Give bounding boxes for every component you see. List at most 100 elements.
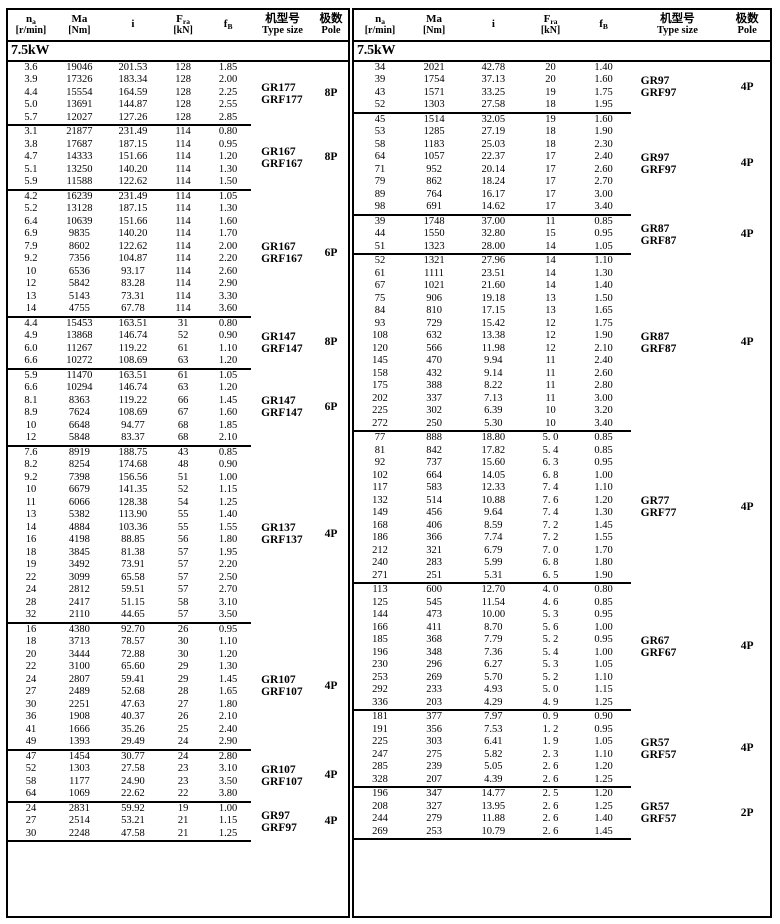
cell-service-factor: 1.10 [594, 255, 613, 267]
cell-ratio: 27.58 [462, 99, 525, 114]
cell-service-factor: 1.20 [594, 761, 613, 773]
cell-service-factor: 1.15 [218, 815, 238, 827]
cell-service-factor: 1.80 [218, 534, 238, 546]
cell-ratio: 108.69 [118, 407, 148, 419]
cell-radial-force: 128 [175, 61, 191, 73]
cell-output-speed: 39 [374, 74, 386, 86]
cell-radial-force: 7. 6 [542, 494, 559, 506]
cell-pole: 4P [324, 527, 338, 540]
cell-service-factor: 0.85 [594, 444, 613, 456]
cell-output-speed: 10 [25, 484, 37, 496]
cell-output-torque: 1111 [424, 267, 444, 279]
cell-ratio: 151.66 [118, 151, 148, 163]
table-row: 89 764 16.17 17 3.00 [354, 189, 770, 202]
type-size-label: GRF77 [640, 507, 677, 520]
cell-output-speed: 79 [374, 176, 386, 188]
cell-radial-force: 1. 2 [542, 723, 559, 735]
table-row: 12 5842 83.28 114 2.90 [8, 278, 348, 291]
table-row: 24 2812 59.51 57 2.70 [8, 584, 348, 597]
cell-output-speed: 64 [8, 788, 54, 803]
table-row: 9.2 7356 104.87 114 2.20 [8, 253, 348, 266]
cell-ratio: 128.38 [118, 496, 148, 508]
cell-radial-force: 114 [175, 228, 191, 240]
cell-output-speed: 181 [372, 711, 388, 723]
cell-output-speed: 3.1 [24, 126, 38, 138]
type-size-label: GRF57 [640, 748, 677, 761]
cell-service-factor: 1.05 [218, 369, 238, 381]
cell-output-speed: 6.0 [24, 342, 38, 354]
cell-output-speed: 4.9 [24, 330, 38, 342]
cell-output-torque: 1177 [69, 775, 90, 787]
cell-output-speed: 22 [25, 571, 37, 583]
table-row: 32 2110 44.65 57 3.50 [8, 609, 348, 624]
table-row: 108 632 13.38 12 1.90 [354, 330, 770, 343]
cell-radial-force: 2. 3 [542, 748, 559, 760]
cell-radial-force: 10 [545, 405, 556, 417]
cell-output-torque: 4884 [68, 521, 90, 533]
table-row: 18 3845 81.38 57 1.95 [8, 547, 348, 560]
header-row: na [r/min] Ma [Nm] i Fra [kN] [354, 10, 770, 42]
type-size-label: GR67 [640, 634, 670, 647]
cell-ratio: 47.63 [121, 698, 145, 710]
cell-type-size: GR97 GRF97 [251, 802, 314, 842]
cell-ratio: 20.14 [481, 163, 506, 175]
table-row: 185 368 7.79 5. 2 0.95 [354, 634, 770, 647]
table-row: 49 1393 29.49 24 2.90 [8, 736, 348, 751]
cell-output-torque: 8602 [68, 240, 90, 252]
cell-pole: 6P [324, 246, 338, 259]
cell-ratio: 7.13 [484, 392, 503, 404]
cell-output-speed: 49 [8, 736, 54, 751]
table-row: 5.9 11470 163.51 61 1.05 GR147 GRF147 6P [8, 369, 348, 419]
cell-radial-force: 19 [545, 86, 556, 98]
table-row: 14 4884 103.36 55 1.55 [8, 522, 348, 535]
cell-ratio: 44.65 [104, 609, 161, 624]
cell-radial-force: 21 [177, 815, 189, 827]
cell-output-speed: 6.4 [24, 215, 38, 227]
cell-output-speed: 6.6 [24, 382, 38, 394]
cell-radial-force: 5. 6 [542, 621, 559, 633]
cell-service-factor: 1.80 [594, 557, 613, 569]
table-row: 166 411 8.70 5. 6 1.00 [354, 622, 770, 635]
table-row: 4.7 14333 151.66 114 1.20 [8, 151, 348, 164]
table-row: 45 1514 32.05 19 1.60 GR97 GRF97 4P [354, 113, 770, 176]
cell-ratio: 4.29 [462, 696, 525, 712]
cell-service-factor: 3.20 [594, 405, 613, 417]
cell-output-speed: 5.1 [24, 163, 38, 175]
cell-output-speed: 5.9 [8, 176, 54, 191]
cell-service-factor: 3.60 [205, 303, 252, 318]
cell-radial-force: 5. 2 [542, 671, 559, 683]
cell-output-speed: 44 [374, 228, 386, 240]
cell-output-torque: 13868 [66, 330, 93, 342]
cell-ratio: 11.54 [481, 596, 505, 608]
cell-output-torque: 348 [426, 646, 442, 658]
table-row: 5.7 12027 127.26 128 2.85 [8, 111, 348, 127]
cell-radial-force: 114 [175, 290, 191, 302]
cell-service-factor: 1.75 [594, 86, 613, 98]
cell-output-speed: 132 [372, 494, 388, 506]
cell-radial-force: 23 [177, 775, 189, 787]
cell-ratio: 8.22 [484, 380, 503, 392]
cell-ratio: 174.68 [118, 459, 148, 471]
cell-output-speed: 6.9 [24, 228, 38, 240]
cell-radial-force: 68 [177, 419, 189, 431]
type-size-label: GRF147 [261, 407, 303, 420]
cell-output-torque: 473 [426, 609, 442, 621]
cell-service-factor: 1.85 [218, 419, 238, 431]
cell-radial-force: 6. 8 [542, 469, 559, 481]
cell-pole: 4P [740, 640, 754, 653]
table-row: 158 432 9.14 11 2.60 [354, 368, 770, 381]
header-speed-subscript: a [381, 16, 385, 26]
cell-service-factor: 1.10 [218, 636, 238, 648]
cell-ratio: 151.66 [118, 215, 148, 227]
cell-radial-force: 18 [545, 126, 556, 138]
cell-output-torque: 1321 [423, 255, 445, 267]
cell-output-torque: 583 [426, 482, 442, 494]
cell-service-factor: 0.95 [594, 634, 613, 646]
cell-output-speed: 52 [25, 763, 37, 775]
cell-service-factor: 1.50 [205, 176, 252, 191]
cell-ratio: 119.22 [118, 342, 148, 354]
table-row: 117 583 12.33 7. 4 1.10 [354, 482, 770, 495]
cell-output-torque: 5143 [68, 290, 90, 302]
table-row: 18 3713 78.57 30 1.10 [8, 636, 348, 649]
cell-service-factor: 1.25 [594, 800, 613, 812]
